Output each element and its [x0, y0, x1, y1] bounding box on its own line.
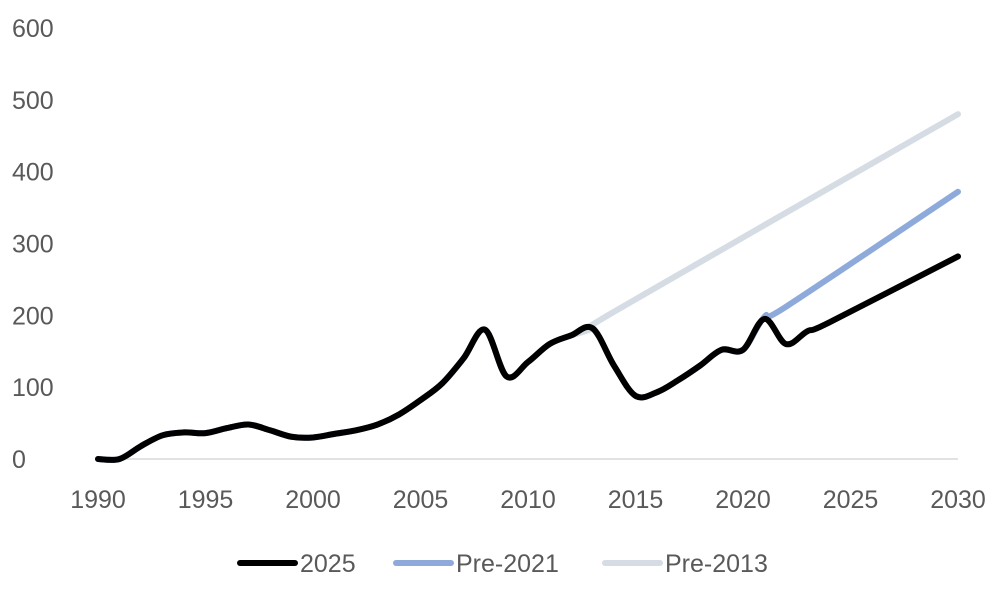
- series-line-2025: [95, 253, 961, 463]
- series-line-pre-2021: [95, 188, 961, 463]
- legend-label: Pre-2013: [665, 550, 768, 578]
- y-tick-label: 0: [12, 446, 26, 474]
- x-tick-label: 2015: [608, 486, 664, 514]
- x-axis-ticks: 1990 1995 2000 2005 2010 2015 2020 2025 2030: [70, 486, 986, 514]
- series-line-pre-2013: [95, 111, 961, 463]
- y-tick-label: 400: [12, 159, 54, 187]
- x-tick-label: 2005: [393, 486, 449, 514]
- y-tick-label: 600: [12, 15, 54, 43]
- legend-label: 2025: [300, 550, 356, 578]
- y-tick-label: 200: [12, 302, 54, 330]
- legend-label: Pre-2021: [456, 550, 559, 578]
- y-tick-label: 500: [12, 87, 54, 115]
- x-tick-label: 2010: [500, 486, 556, 514]
- x-tick-label: 1990: [70, 486, 126, 514]
- x-tick-label: 2030: [930, 486, 986, 514]
- x-tick-label: 2000: [285, 486, 341, 514]
- x-tick-label: 2020: [715, 486, 771, 514]
- legend: 2025 Pre-2021 Pre-2013: [237, 550, 768, 578]
- y-tick-label: 300: [12, 231, 54, 259]
- x-tick-label: 2025: [823, 486, 879, 514]
- series-layer: [95, 111, 961, 463]
- y-axis-ticks: 0 100 200 300 400 500 600: [12, 15, 54, 474]
- x-tick-label: 1995: [178, 486, 234, 514]
- y-tick-label: 100: [12, 374, 54, 402]
